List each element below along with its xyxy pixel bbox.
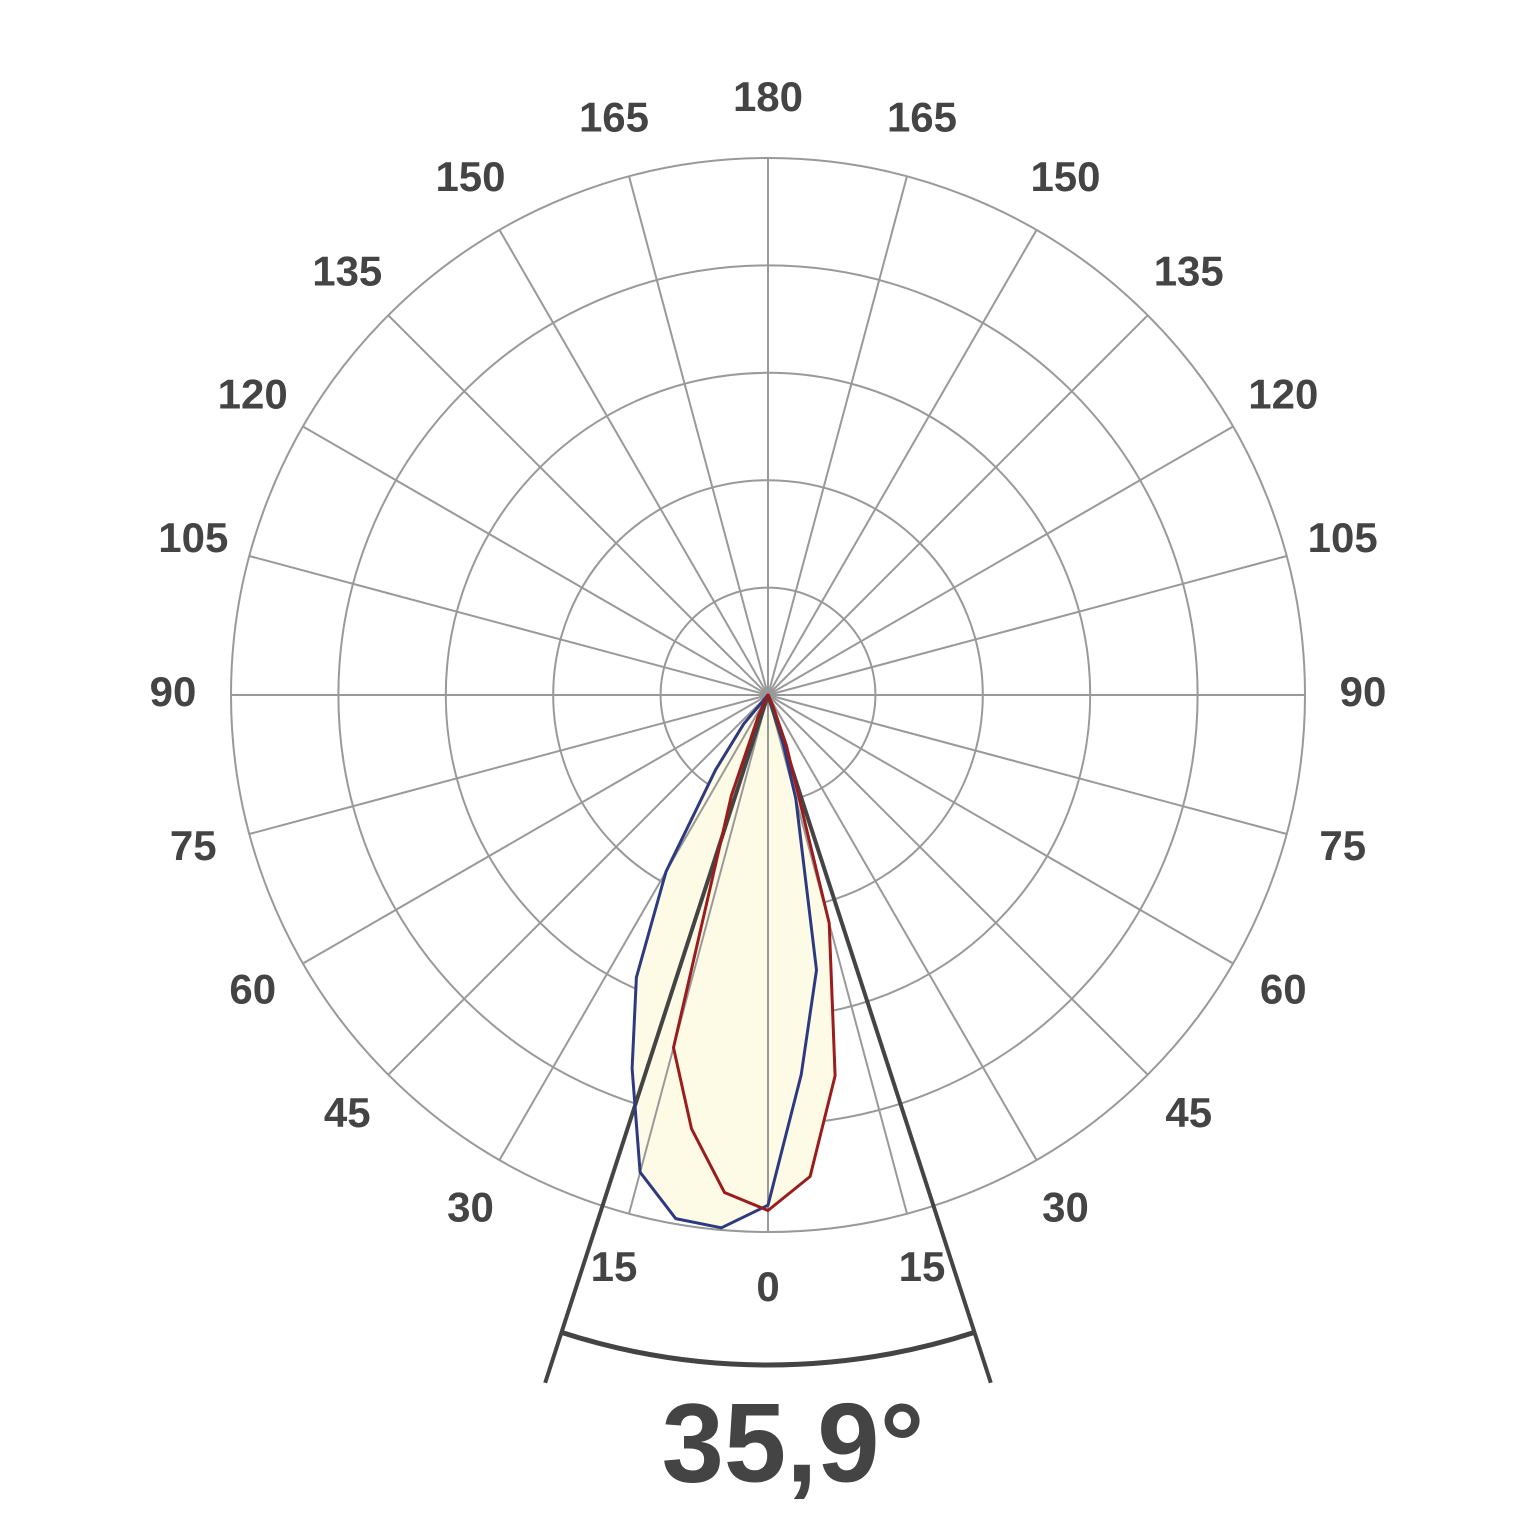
angle-tick-label: 165 [887,93,957,140]
spoke [498,229,769,696]
intensity-curve [672,693,837,1212]
angle-tick-label: 90 [150,668,197,715]
angle-tick-label: 60 [1260,966,1307,1013]
spoke [387,314,769,696]
spoke [767,425,1234,696]
beam-arc [560,1330,976,1368]
spoke [302,425,769,696]
angle-tick-label: 0 [756,1263,779,1310]
spoke [302,694,769,965]
angle-tick-label: 75 [170,822,217,869]
angle-tick-label: 105 [1308,514,1378,561]
angle-tick-label: 15 [591,1243,638,1290]
angle-tick-label: 120 [218,371,288,418]
angle-tick-label: 150 [435,153,505,200]
angle-tick-label: 15 [899,1243,946,1290]
spoke [498,694,769,1161]
angle-tick-label: 105 [158,514,228,561]
spoke [767,314,1149,696]
spoke [767,694,1287,835]
beam-edge [766,694,993,1384]
angle-tick-label: 120 [1248,371,1318,418]
spoke [387,694,769,1076]
spoke [767,229,1038,696]
angle-tick-label: 30 [447,1183,494,1230]
intensity-curve [630,693,818,1230]
spoke [767,694,1038,1161]
angle-tick-label: 45 [324,1089,371,1136]
beam-edge [543,694,770,1384]
spoke [767,555,1287,696]
angle-tick-label: 135 [1154,247,1224,294]
angle-tick-label: 60 [229,966,276,1013]
angle-tick-label: 30 [1042,1183,1089,1230]
spoke [767,176,908,696]
angle-tick-label: 135 [312,247,382,294]
spoke [767,694,1234,965]
spoke [628,694,769,1214]
spoke [628,176,769,696]
angle-tick-label: 165 [579,93,649,140]
angle-tick-label: 90 [1340,668,1387,715]
beam-fill [673,695,836,1211]
spoke [249,555,769,696]
spoke [249,694,769,835]
beam-angle-label: 35,9° [662,1381,925,1506]
spoke [767,694,1149,1076]
angle-tick-label: 45 [1165,1089,1212,1136]
angle-tick-label: 180 [733,73,803,120]
angle-tick-label: 150 [1030,153,1100,200]
angle-tick-label: 75 [1319,822,1366,869]
